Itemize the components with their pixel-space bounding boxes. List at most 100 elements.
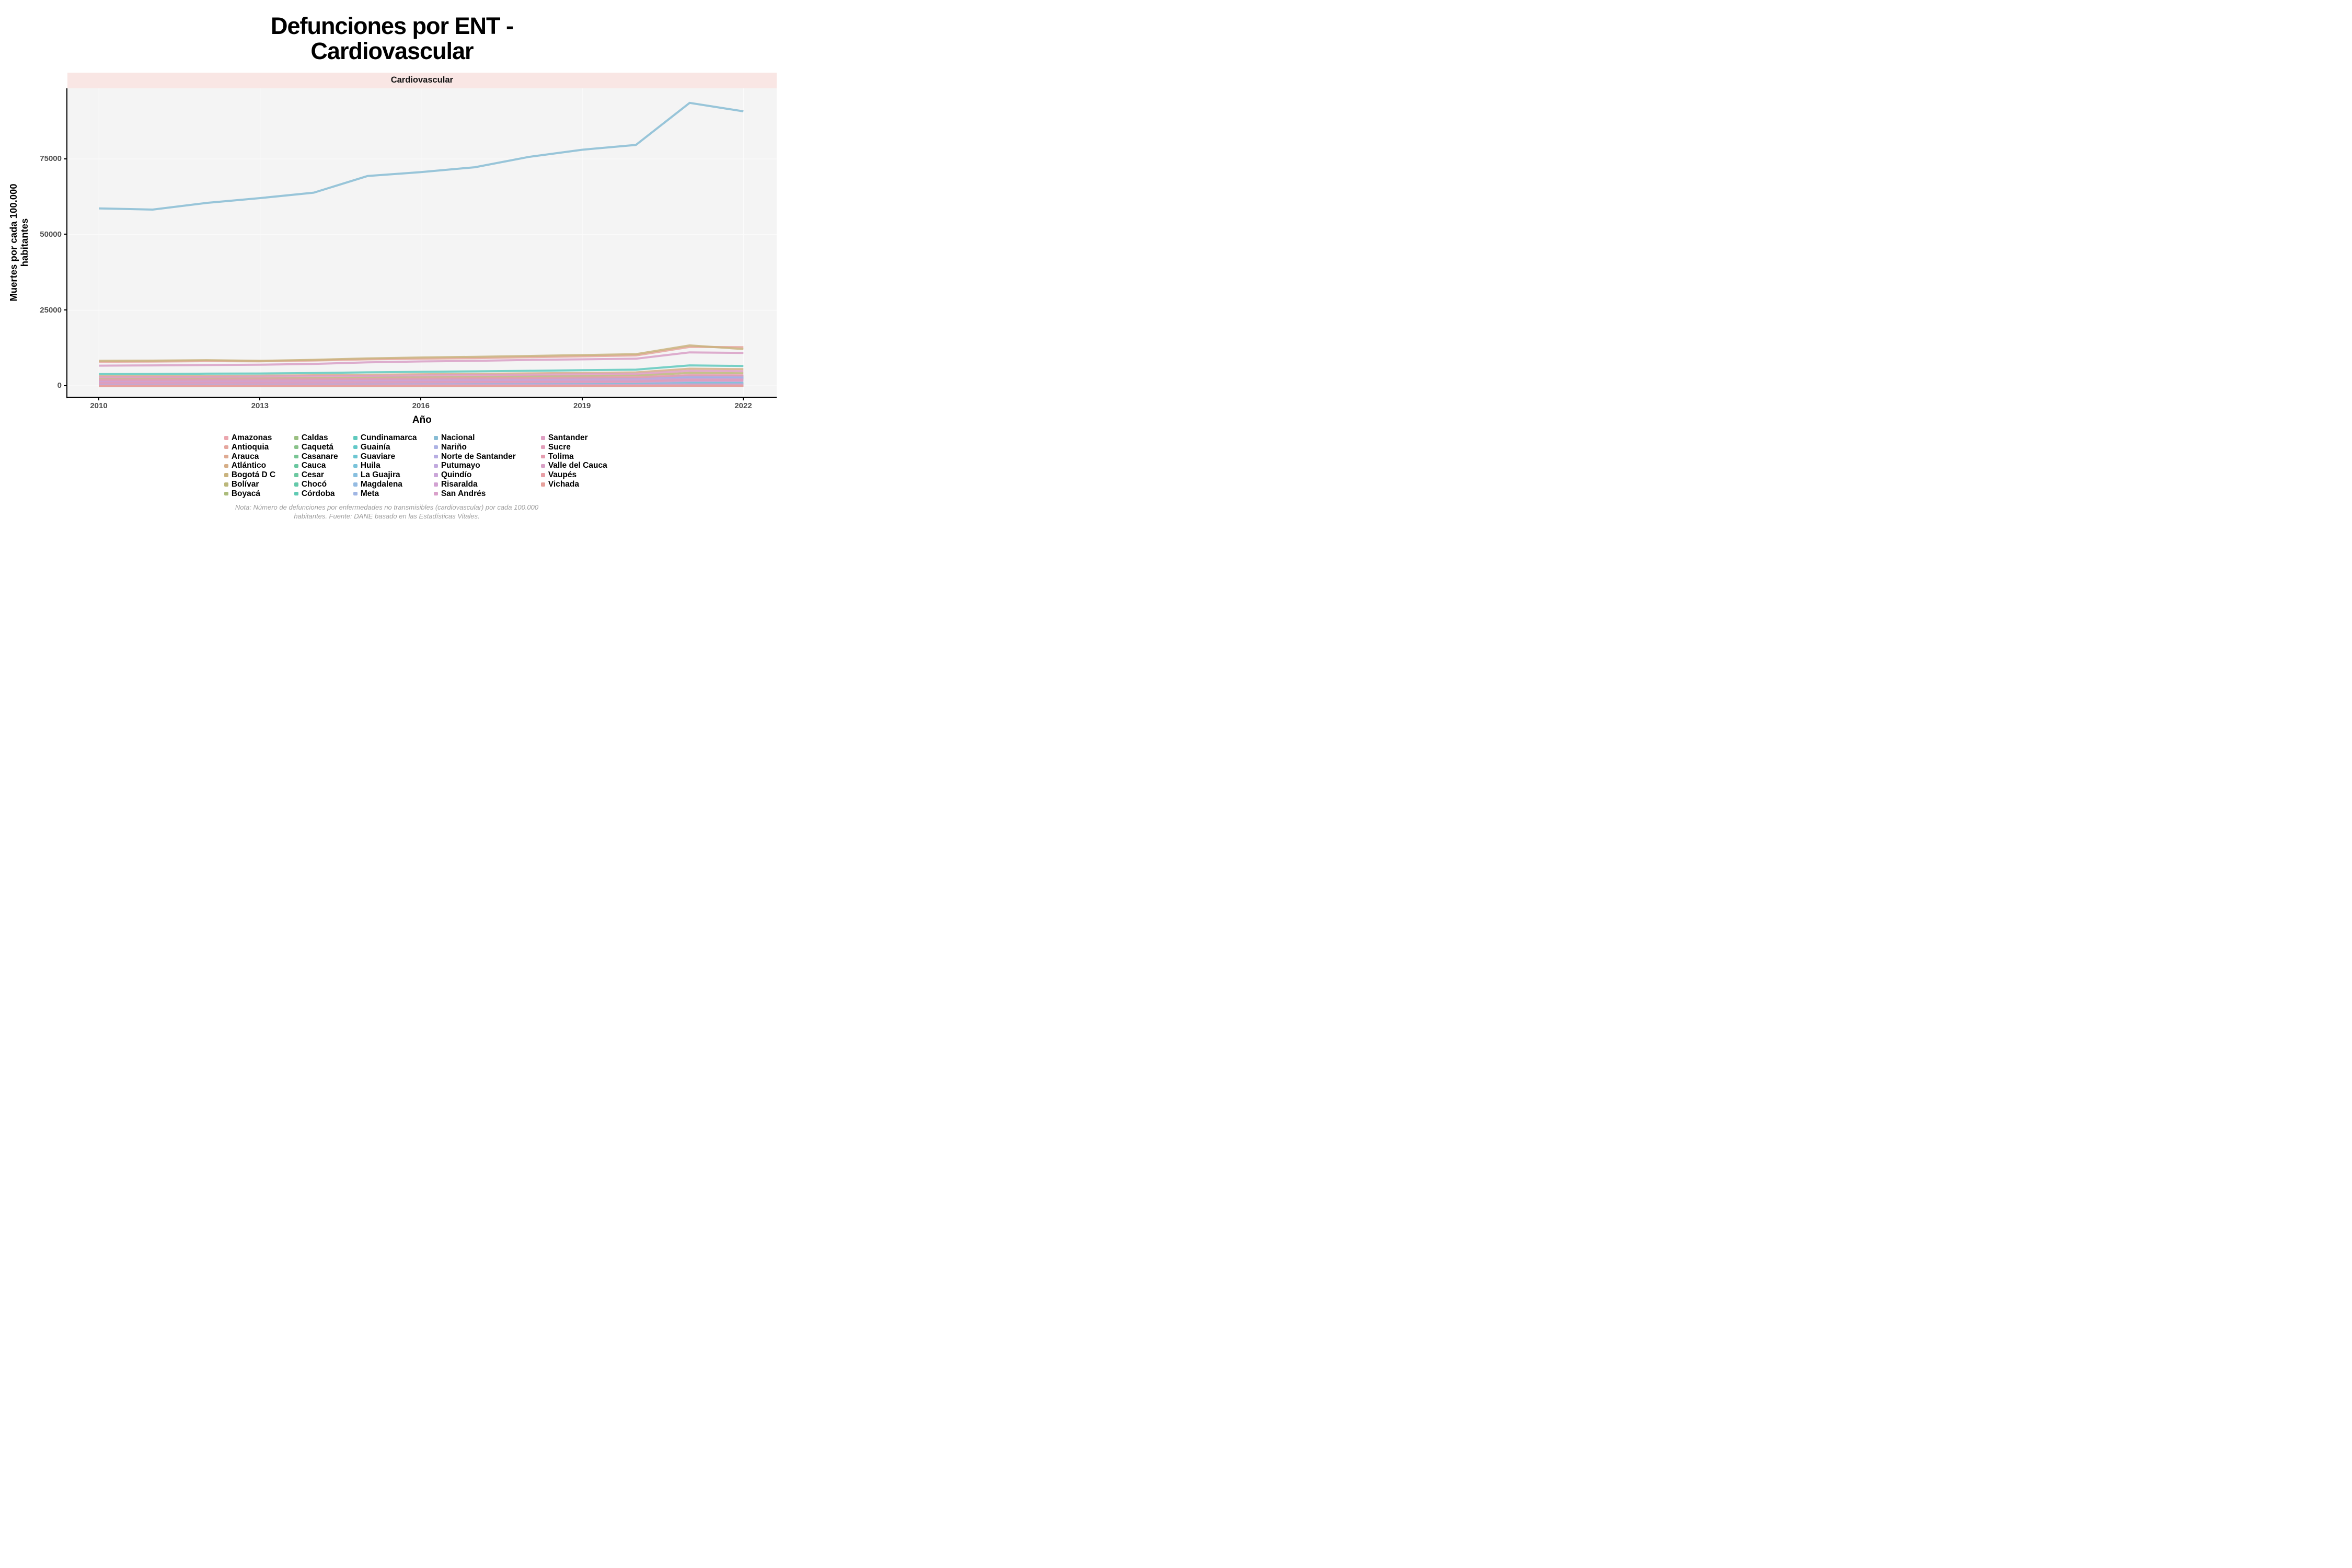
- legend-label: Nacional: [441, 433, 475, 442]
- y-axis-title: Muertes por cada 100.000 habitantes: [8, 183, 30, 301]
- legend-label: San Andrés: [441, 489, 486, 498]
- legend-key-swatch-icon: [224, 436, 228, 440]
- x-tick-label: 2016: [412, 401, 430, 410]
- legend-item-Risaralda: Risaralda: [434, 480, 541, 489]
- y-tick-mark: [64, 385, 67, 386]
- legend-label: Guainía: [360, 442, 390, 452]
- legend-label: Caquetá: [301, 442, 333, 452]
- legend-column: Caldas Caquetá Casanare Cauca Cesar Chocó Córd…: [294, 433, 353, 499]
- y-axis-line: [66, 88, 67, 398]
- legend: Amazonas Antioquia Arauca Atlántico Bogotá D…: [67, 433, 777, 499]
- legend-item-Norte de Santander: Norte de Santander: [434, 452, 541, 462]
- x-tick-label: 2019: [573, 401, 591, 410]
- legend-key-swatch-icon: [294, 454, 298, 459]
- x-tick-mark: [259, 398, 261, 400]
- legend-label: La Guajira: [360, 470, 400, 480]
- legend-item-Nariño: Nariño: [434, 443, 541, 452]
- legend-label: Boyacá: [231, 489, 260, 498]
- y-tick-mark: [64, 234, 67, 235]
- legend-item-Arauca: Arauca: [224, 452, 294, 462]
- plot-panel: [67, 88, 777, 397]
- legend-label: Bogotá D C: [231, 470, 276, 480]
- legend-label: Casanare: [301, 452, 338, 461]
- legend-label: Córdoba: [301, 489, 335, 498]
- y-tick-label: 75000: [40, 154, 62, 164]
- legend-column: Amazonas Antioquia Arauca Atlántico Bogotá D…: [224, 433, 294, 499]
- chart-title-line2: Cardiovascular: [310, 38, 474, 64]
- legend-key-swatch-icon: [224, 445, 228, 449]
- legend-item-Valle del Cauca: Valle del Cauca: [541, 461, 619, 470]
- legend-key-swatch-icon: [353, 491, 358, 496]
- legend-label: Antioquia: [231, 442, 269, 452]
- legend-label: Quindío: [441, 470, 472, 480]
- legend-label: Cauca: [301, 461, 326, 470]
- series-line-Bolívar: [98, 371, 743, 379]
- legend-label: Risaralda: [441, 479, 478, 489]
- series-line-Risaralda: [98, 377, 743, 383]
- legend-key-swatch-icon: [294, 482, 298, 487]
- legend-label: Magdalena: [360, 479, 402, 489]
- legend-column: Cundinamarca Guainía Guaviare Huila La Guaji…: [353, 433, 434, 499]
- legend-key-swatch-icon: [224, 454, 228, 459]
- legend-item-Quindío: Quindío: [434, 470, 541, 480]
- legend-key-swatch-icon: [294, 491, 298, 496]
- legend-label: Santander: [548, 433, 588, 442]
- facet-strip-label: Cardiovascular: [390, 75, 453, 85]
- legend-key-swatch-icon: [434, 445, 438, 449]
- legend-label: Guaviare: [360, 452, 396, 461]
- x-tick-mark: [420, 398, 422, 400]
- x-axis-line: [66, 397, 777, 398]
- legend-key-swatch-icon: [294, 473, 298, 477]
- legend-key-swatch-icon: [224, 491, 228, 496]
- footnote-line2: habitantes. Fuente: DANE basado en las E…: [294, 512, 480, 520]
- legend-key-swatch-icon: [353, 445, 358, 449]
- legend-key-swatch-icon: [434, 482, 438, 487]
- legend-label: Nariño: [441, 442, 467, 452]
- legend-key-swatch-icon: [353, 482, 358, 487]
- legend-item-Córdoba: Córdoba: [294, 489, 353, 499]
- figure: Defunciones por ENT - Cardiovascular Car…: [0, 0, 784, 523]
- legend-label: Amazonas: [231, 433, 272, 442]
- series-line-Tolima: [98, 374, 743, 381]
- legend-item-Meta: Meta: [353, 489, 434, 499]
- facet-strip: Cardiovascular: [67, 73, 777, 88]
- legend-key-swatch-icon: [541, 454, 545, 459]
- legend-key-swatch-icon: [294, 436, 298, 440]
- legend-item-Caldas: Caldas: [294, 433, 353, 443]
- legend-item-Vaupés: Vaupés: [541, 470, 619, 480]
- x-tick-label: 2013: [251, 401, 269, 410]
- legend-label: Cesar: [301, 470, 324, 480]
- legend-item-Cesar: Cesar: [294, 470, 353, 480]
- legend-key-swatch-icon: [434, 473, 438, 477]
- legend-key-swatch-icon: [541, 482, 545, 487]
- y-axis-title-line2: habitantes: [19, 218, 30, 267]
- legend-item-La Guajira: La Guajira: [353, 470, 434, 480]
- legend-item-Tolima: Tolima: [541, 452, 619, 462]
- x-axis-title: Año: [412, 414, 432, 425]
- legend-item-Bolívar: Bolívar: [224, 480, 294, 489]
- legend-item-Huila: Huila: [353, 461, 434, 470]
- legend-item-Magdalena: Magdalena: [353, 480, 434, 489]
- legend-key-swatch-icon: [294, 464, 298, 468]
- x-tick-mark: [743, 398, 744, 400]
- legend-item-Guainía: Guainía: [353, 443, 434, 452]
- plot-canvas: [67, 88, 777, 397]
- legend-key-swatch-icon: [224, 473, 228, 477]
- legend-item-San Andrés: San Andrés: [434, 489, 541, 499]
- x-tick-mark: [581, 398, 583, 400]
- x-tick-label: 2010: [90, 401, 108, 410]
- legend-item-Putumayo: Putumayo: [434, 461, 541, 470]
- chart-title-line1: Defunciones por ENT -: [270, 13, 514, 39]
- legend-key-swatch-icon: [434, 464, 438, 468]
- legend-item-Bogotá D C: Bogotá D C: [224, 470, 294, 480]
- x-tick-label: 2022: [734, 401, 752, 410]
- y-axis-title-line1: Muertes por cada 100.000: [8, 183, 19, 302]
- legend-label: Putumayo: [441, 461, 480, 470]
- legend-label: Sucre: [548, 442, 571, 452]
- legend-label: Arauca: [231, 452, 259, 461]
- footnote: Nota: Número de defunciones por enfermed…: [0, 503, 774, 521]
- legend-label: Valle del Cauca: [548, 461, 607, 470]
- legend-key-swatch-icon: [434, 436, 438, 440]
- legend-label: Vaupés: [548, 470, 577, 480]
- legend-key-swatch-icon: [541, 473, 545, 477]
